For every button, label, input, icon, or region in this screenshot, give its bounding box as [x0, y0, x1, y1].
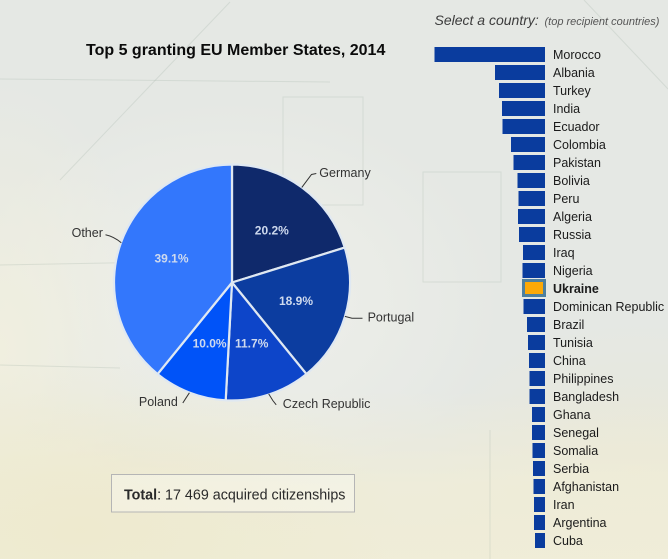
svg-text:Morocco: Morocco — [553, 48, 601, 62]
svg-text:Iraq: Iraq — [553, 246, 575, 260]
svg-text:Somalia: Somalia — [553, 444, 598, 458]
svg-text:Select a country:: Select a country: — [435, 12, 539, 28]
svg-text:11.7%: 11.7% — [235, 336, 269, 350]
svg-text:(top recipient countries): (top recipient countries) — [545, 16, 660, 28]
svg-text:Dominican Republic: Dominican Republic — [553, 300, 664, 314]
svg-text:Peru: Peru — [553, 192, 579, 206]
svg-text:Pakistan: Pakistan — [553, 156, 601, 170]
svg-text:Senegal: Senegal — [553, 426, 599, 440]
svg-text:Cuba: Cuba — [553, 534, 583, 548]
svg-text:Germany: Germany — [319, 166, 371, 180]
svg-text:Portugal: Portugal — [368, 310, 415, 324]
svg-text:Bangladesh: Bangladesh — [553, 390, 619, 404]
svg-text:10.0%: 10.0% — [193, 336, 227, 350]
svg-text:Colombia: Colombia — [553, 138, 606, 152]
svg-text:Tunisia: Tunisia — [553, 336, 593, 350]
svg-text:Top 5 granting EU Member State: Top 5 granting EU Member States, 2014 — [86, 42, 385, 59]
svg-text:Ghana: Ghana — [553, 408, 591, 422]
svg-text:China: China — [553, 354, 586, 368]
svg-text:Argentina: Argentina — [553, 516, 607, 530]
svg-text:Ukraine: Ukraine — [553, 282, 599, 296]
svg-text:Other: Other — [72, 226, 103, 240]
svg-text:Czech Republic: Czech Republic — [283, 397, 371, 411]
svg-text:Serbia: Serbia — [553, 462, 589, 476]
svg-text:Turkey: Turkey — [553, 84, 591, 98]
svg-text:20.2%: 20.2% — [255, 223, 289, 237]
svg-text:Philippines: Philippines — [553, 372, 613, 386]
svg-text:18.9%: 18.9% — [279, 294, 313, 308]
svg-text:Bolivia: Bolivia — [553, 174, 590, 188]
svg-text:India: India — [553, 102, 580, 116]
svg-text:Russia: Russia — [553, 228, 591, 242]
svg-text:Algeria: Algeria — [553, 210, 592, 224]
svg-text:Nigeria: Nigeria — [553, 264, 593, 278]
svg-text:Brazil: Brazil — [553, 318, 584, 332]
svg-text:Poland: Poland — [139, 395, 178, 409]
svg-text:Total: 17 469 acquired citizen: Total: 17 469 acquired citizenships — [124, 488, 345, 504]
svg-text:39.1%: 39.1% — [154, 252, 188, 266]
svg-text:Afghanistan: Afghanistan — [553, 480, 619, 494]
svg-text:Iran: Iran — [553, 498, 575, 512]
svg-text:Albania: Albania — [553, 66, 595, 80]
svg-text:Ecuador: Ecuador — [553, 120, 600, 134]
